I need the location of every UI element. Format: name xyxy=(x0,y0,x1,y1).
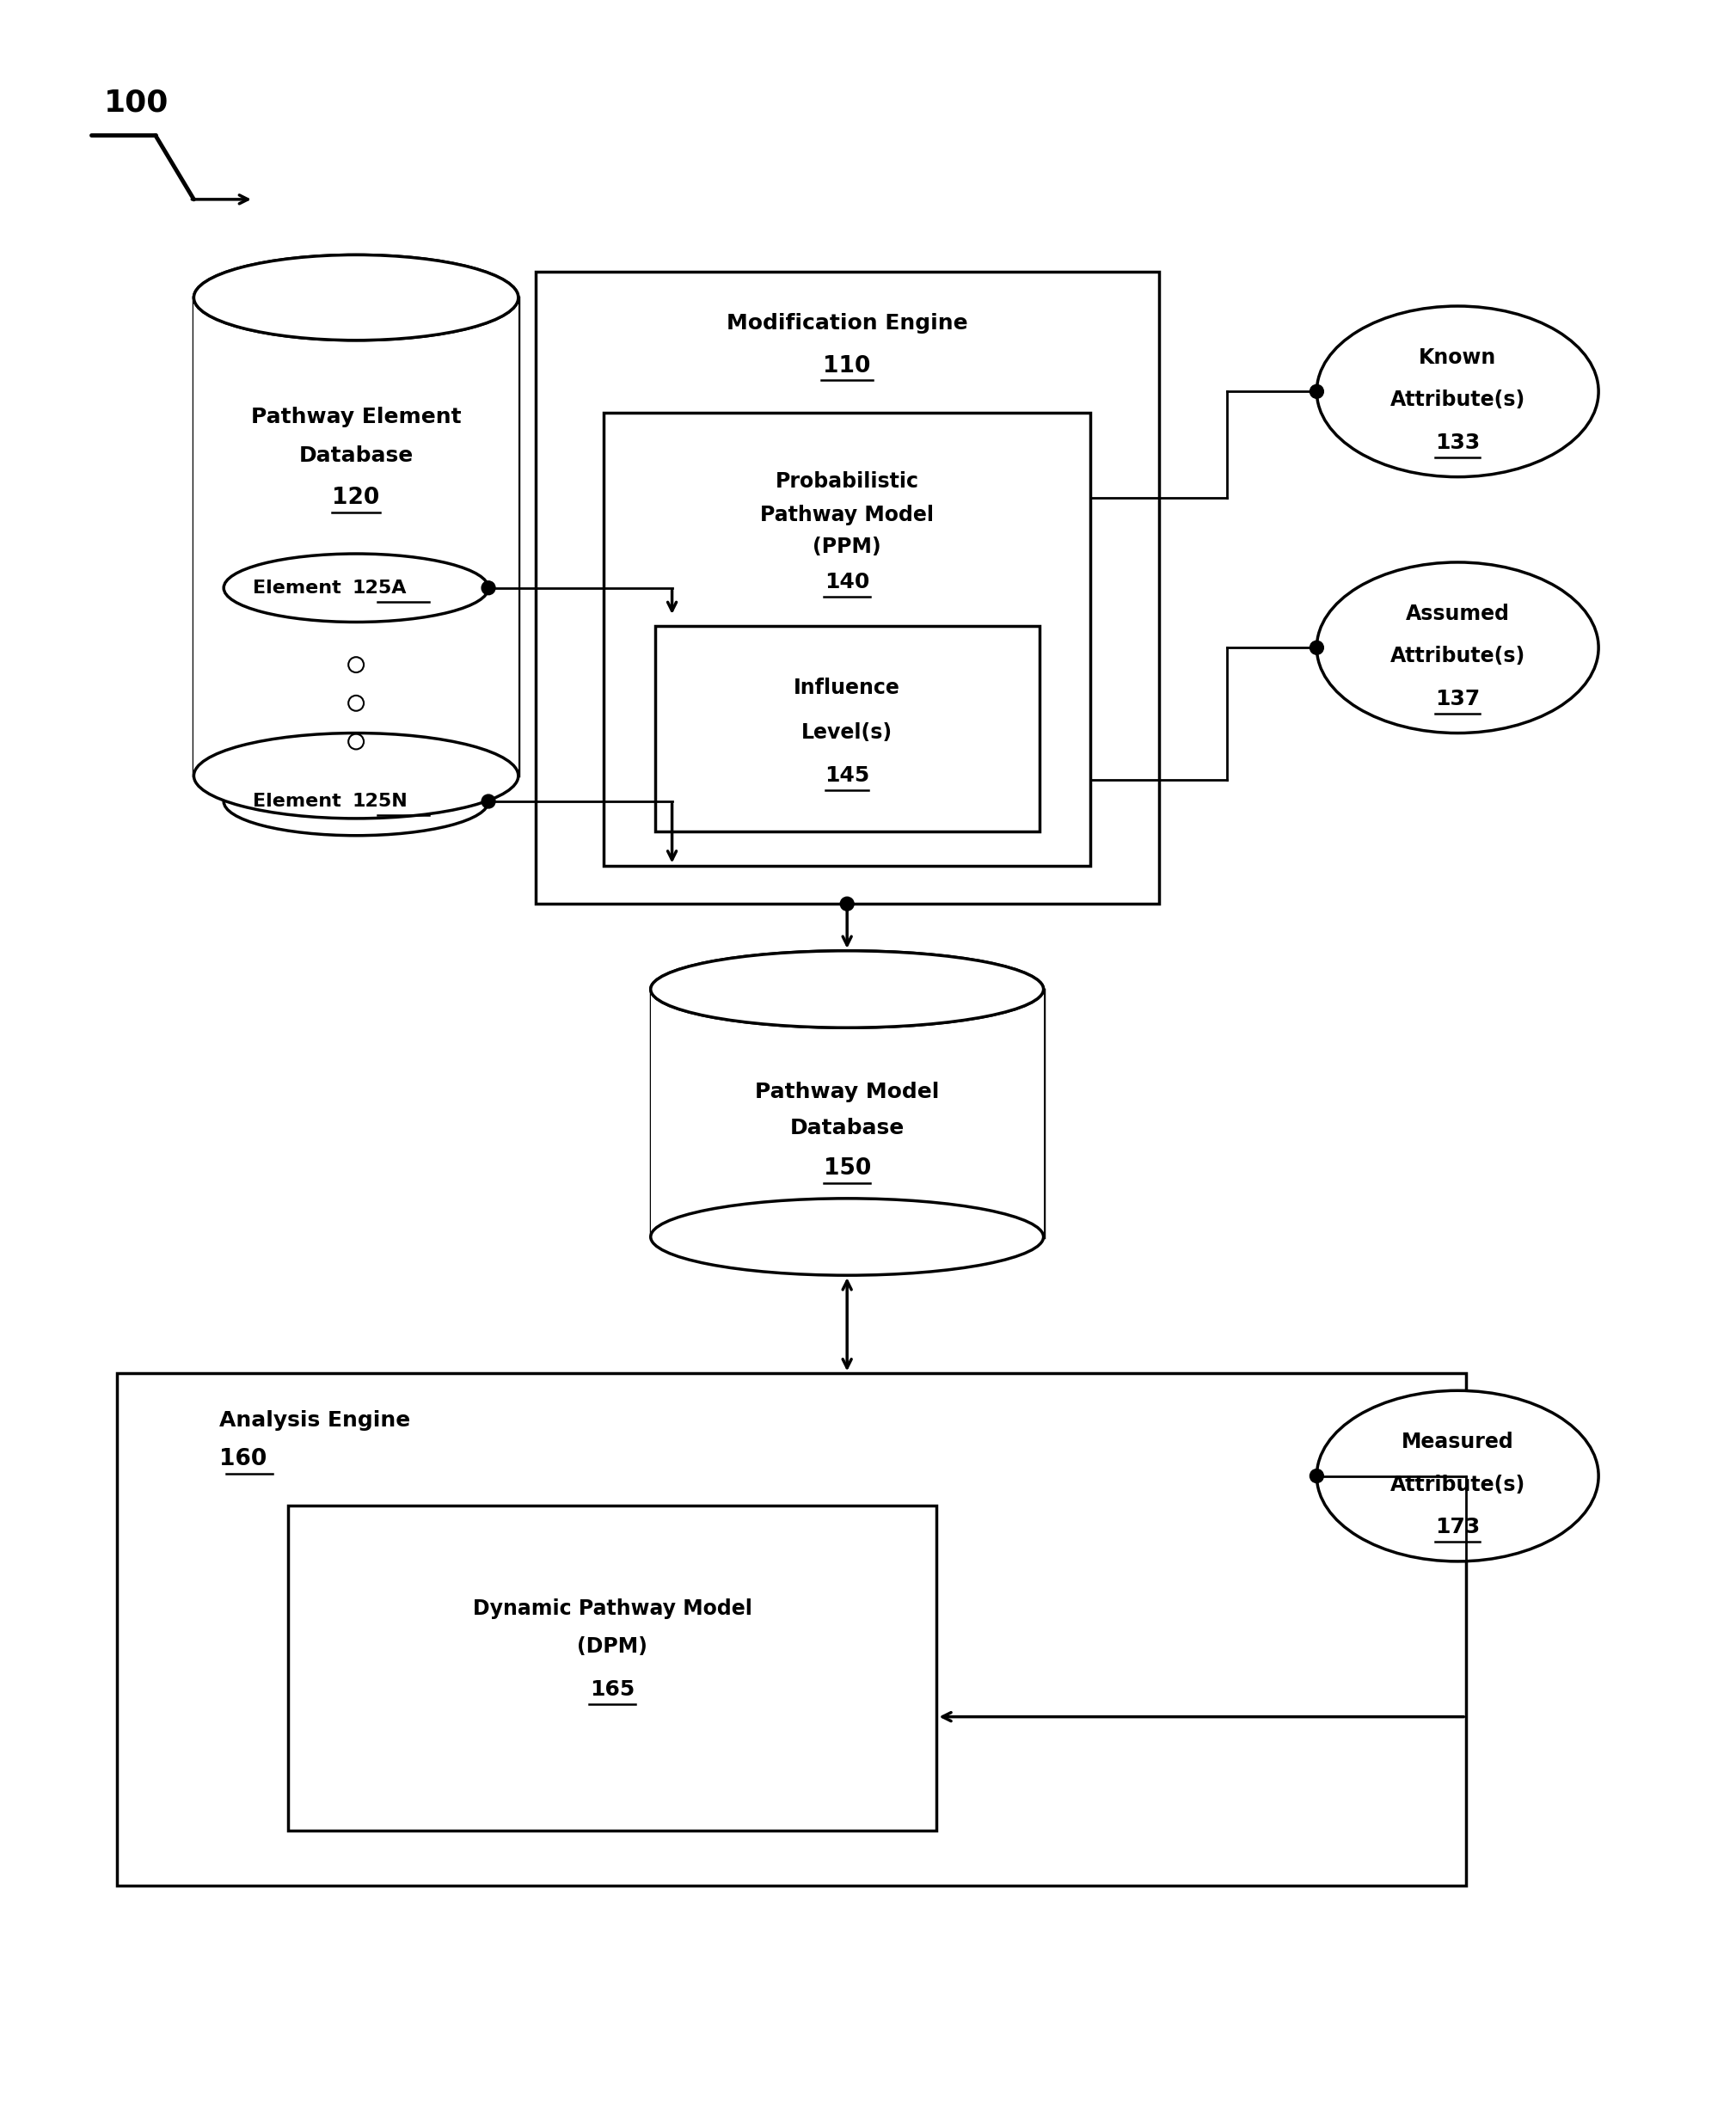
Text: Attribute(s): Attribute(s) xyxy=(1391,646,1526,667)
Text: Measured: Measured xyxy=(1401,1431,1514,1452)
Circle shape xyxy=(481,581,495,595)
Text: Element: Element xyxy=(252,579,347,598)
Ellipse shape xyxy=(1316,1391,1599,1561)
Text: Probabilistic: Probabilistic xyxy=(776,471,918,492)
Bar xyxy=(654,627,1040,831)
Text: Database: Database xyxy=(299,446,413,465)
Ellipse shape xyxy=(651,1199,1043,1275)
Text: Assumed: Assumed xyxy=(1406,604,1510,623)
Text: Analysis Engine: Analysis Engine xyxy=(219,1410,410,1431)
Text: Pathway Model: Pathway Model xyxy=(760,505,934,526)
Text: 160: 160 xyxy=(219,1448,267,1471)
Ellipse shape xyxy=(224,553,488,623)
Ellipse shape xyxy=(224,768,488,835)
Text: 150: 150 xyxy=(823,1157,871,1180)
Bar xyxy=(535,271,1158,905)
Text: 165: 165 xyxy=(590,1679,635,1700)
Text: (PPM): (PPM) xyxy=(812,537,882,558)
Circle shape xyxy=(840,896,854,911)
Text: 125A: 125A xyxy=(352,579,406,598)
Bar xyxy=(116,1374,1467,1885)
Text: 173: 173 xyxy=(1436,1517,1481,1538)
Ellipse shape xyxy=(651,951,1043,1027)
Text: Element: Element xyxy=(252,793,347,810)
Text: 120: 120 xyxy=(332,486,380,509)
Ellipse shape xyxy=(194,255,519,341)
FancyBboxPatch shape xyxy=(651,989,1043,1237)
Text: 145: 145 xyxy=(825,766,870,787)
FancyBboxPatch shape xyxy=(194,297,519,776)
Text: Attribute(s): Attribute(s) xyxy=(1391,389,1526,410)
Text: Influence: Influence xyxy=(793,677,901,699)
Text: (DPM): (DPM) xyxy=(576,1637,648,1658)
Text: Attribute(s): Attribute(s) xyxy=(1391,1475,1526,1494)
Ellipse shape xyxy=(194,732,519,818)
Text: Pathway Element: Pathway Element xyxy=(252,406,462,427)
Text: 140: 140 xyxy=(825,572,870,591)
Circle shape xyxy=(1311,385,1323,398)
Bar xyxy=(604,412,1090,865)
Circle shape xyxy=(481,795,495,808)
Text: 137: 137 xyxy=(1436,688,1481,709)
Ellipse shape xyxy=(651,951,1043,1027)
Text: 125N: 125N xyxy=(352,793,408,810)
Circle shape xyxy=(1311,642,1323,654)
Text: Modification Engine: Modification Engine xyxy=(726,313,967,335)
Ellipse shape xyxy=(1316,562,1599,732)
Text: Known: Known xyxy=(1418,347,1496,368)
Circle shape xyxy=(1311,1469,1323,1483)
Ellipse shape xyxy=(194,255,519,341)
Text: 110: 110 xyxy=(823,356,871,377)
Text: Pathway Model: Pathway Model xyxy=(755,1081,939,1102)
Text: 133: 133 xyxy=(1436,433,1481,452)
Text: 100: 100 xyxy=(104,88,168,118)
Text: Database: Database xyxy=(790,1117,904,1138)
Text: Level(s): Level(s) xyxy=(802,722,892,743)
Ellipse shape xyxy=(1316,305,1599,478)
Bar xyxy=(288,1506,937,1830)
Text: Dynamic Pathway Model: Dynamic Pathway Model xyxy=(472,1599,752,1618)
